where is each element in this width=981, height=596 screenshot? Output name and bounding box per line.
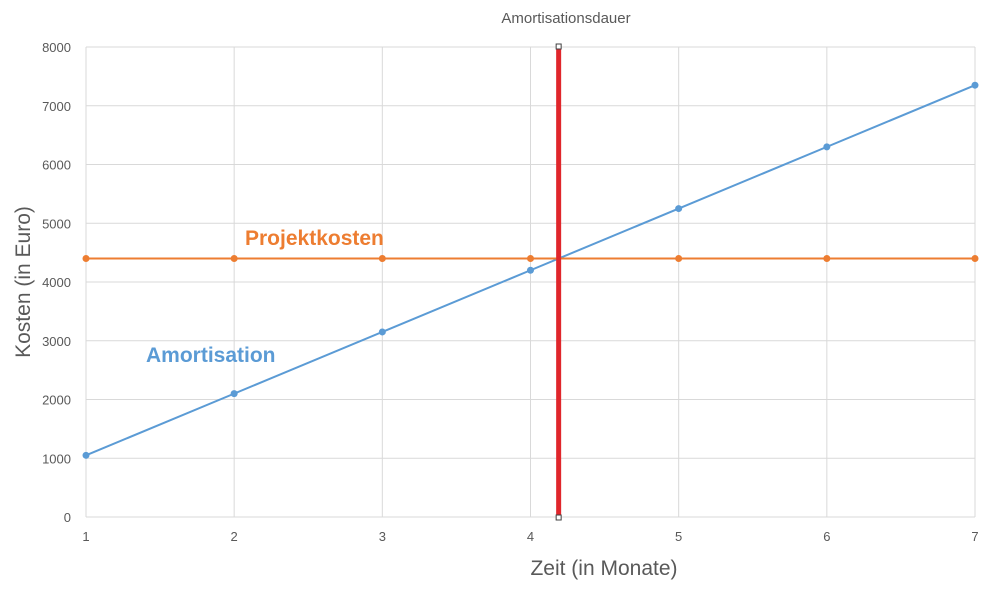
data-point-projektkosten [971, 255, 979, 262]
data-point-amortisation [378, 328, 386, 336]
x-axis-ticks: 1 2 3 4 5 6 7 [82, 529, 978, 544]
y-tick-label: 1000 [42, 451, 71, 466]
data-point-amortisation [823, 143, 831, 151]
break-even-handle-bottom[interactable] [555, 514, 562, 521]
break-even-handle-top[interactable] [555, 43, 562, 50]
y-tick-label: 7000 [42, 99, 71, 114]
data-point-projektkosten [378, 255, 386, 262]
break-even-marker-group [555, 43, 562, 521]
data-point-amortisation [230, 390, 238, 398]
y-tick-label: 8000 [42, 40, 71, 55]
y-axis-title: Kosten (in Euro) [12, 206, 35, 358]
y-tick-label: 2000 [42, 393, 71, 408]
y-tick-label: 0 [64, 510, 71, 525]
y-tick-label: 4000 [42, 275, 71, 290]
data-point-projektkosten [527, 255, 534, 262]
x-tick-label: 7 [971, 529, 978, 544]
data-point-amortisation [82, 451, 90, 459]
data-point-projektkosten [82, 255, 90, 262]
y-tick-label: 3000 [42, 334, 71, 349]
series-label-amortisation: Amortisation [146, 344, 276, 367]
x-tick-label: 6 [823, 529, 830, 544]
data-point-amortisation [675, 205, 683, 213]
series-group [82, 81, 979, 459]
gridlines [85, 46, 976, 518]
chart-title: Amortisationsdauer [501, 10, 630, 27]
data-point-projektkosten [230, 255, 238, 262]
x-tick-label: 3 [379, 529, 386, 544]
x-axis-title: Zeit (in Monate) [530, 557, 677, 580]
data-point-projektkosten [823, 255, 831, 262]
y-tick-label: 5000 [42, 216, 71, 231]
data-point-amortisation [971, 81, 979, 89]
x-tick-label: 1 [82, 529, 89, 544]
series-label-projektkosten: Projektkosten [245, 227, 384, 250]
y-axis-ticks: 0 1000 2000 3000 4000 5000 6000 7000 8000 [42, 40, 71, 525]
x-tick-label: 5 [675, 529, 682, 544]
y-tick-label: 6000 [42, 158, 71, 173]
x-tick-label: 4 [527, 529, 534, 544]
data-point-projektkosten [675, 255, 683, 262]
data-point-amortisation [527, 266, 534, 274]
x-tick-label: 2 [231, 529, 238, 544]
